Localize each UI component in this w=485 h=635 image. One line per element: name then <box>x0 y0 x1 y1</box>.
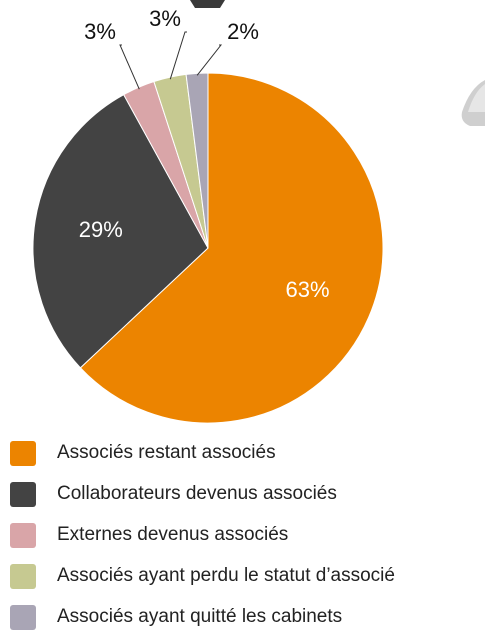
data-label: 3% <box>84 19 116 44</box>
pie-slice <box>79 72 384 424</box>
leader-line <box>169 31 187 80</box>
legend-label: Collaborateurs devenus associés <box>57 483 337 504</box>
data-label: 2% <box>227 19 259 44</box>
legend-label: Associés restant associés <box>57 442 276 463</box>
cropped-decoration <box>190 0 225 8</box>
legend-label: Associés ayant perdu le statut d’associé <box>57 565 395 586</box>
data-label: 3% <box>149 6 181 31</box>
pie-slice <box>185 72 209 249</box>
data-label: 29% <box>79 217 123 242</box>
legend-swatch <box>10 605 36 630</box>
legend-swatch <box>10 523 36 548</box>
legend-swatch <box>10 564 36 589</box>
leader-line <box>119 44 140 90</box>
legend-label: Associés ayant quitté les cabinets <box>57 606 342 627</box>
legend-swatch <box>10 482 36 507</box>
data-label: 63% <box>286 277 330 302</box>
cropped-decoration <box>468 84 485 112</box>
leader-line <box>196 44 223 76</box>
pie-slice <box>32 93 209 369</box>
legend-label: Externes devenus associés <box>57 524 288 545</box>
legend-swatch <box>10 441 36 466</box>
